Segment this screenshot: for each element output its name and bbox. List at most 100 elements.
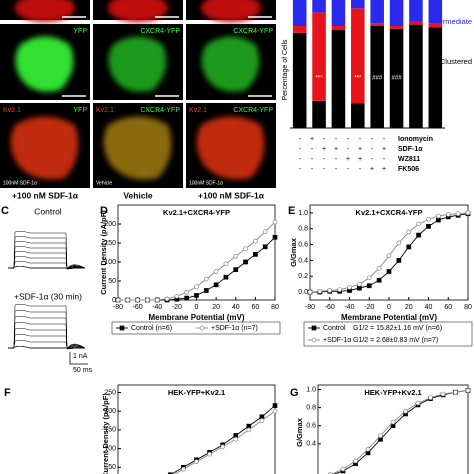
bar-segment <box>370 26 384 128</box>
y-tick-label: 1.0 <box>298 210 308 217</box>
panel-letter: G <box>290 387 299 399</box>
marker <box>416 221 421 227</box>
marker <box>396 258 402 263</box>
current-trace <box>8 327 86 350</box>
current-trace <box>8 333 86 350</box>
condition-sign: - <box>359 166 362 173</box>
marker <box>184 295 190 301</box>
marker <box>353 458 358 464</box>
marker <box>327 288 333 293</box>
x-tick-label: -60 <box>325 304 335 311</box>
bar-segment <box>351 0 365 9</box>
series-line <box>174 410 276 474</box>
marker <box>465 388 471 393</box>
bar-segment <box>312 100 326 128</box>
marker <box>378 433 383 439</box>
y-axis-title: Current Density (pA/pF) <box>101 393 110 474</box>
trace-label: +SDF-1α (30 min) <box>14 291 82 301</box>
condition-sign: + <box>382 146 386 153</box>
condition-sign: - <box>347 166 350 173</box>
marker <box>167 472 173 474</box>
bar-segment <box>312 12 326 101</box>
x-tick-label: -80 <box>113 304 123 311</box>
bar-segment <box>312 0 326 13</box>
marker <box>396 240 402 246</box>
x-tick-label: -80 <box>305 304 315 311</box>
current-trace <box>8 250 86 270</box>
series-line <box>170 405 276 474</box>
annotation: *** <box>354 76 362 82</box>
condition-sign: - <box>383 156 386 163</box>
bar-segment <box>428 0 443 24</box>
bar-segment <box>409 0 423 22</box>
marker <box>220 444 226 450</box>
chart-title: HEK-YFP+Kv2.1 <box>168 388 225 397</box>
channel-label: CXCR4-YFP <box>233 107 273 114</box>
y-tick-label: 0.8 <box>298 226 308 233</box>
y-tick-label: 250 <box>104 389 116 396</box>
marker <box>337 287 342 293</box>
image-stamp: Vehicle <box>96 180 112 186</box>
condition-sign: - <box>335 166 338 173</box>
bar-segment <box>409 24 423 128</box>
marker <box>213 282 219 288</box>
channel-label: YFP <box>73 28 87 35</box>
condition-sign: - <box>347 146 350 153</box>
green-cell <box>201 36 260 92</box>
y-tick-label: 200 <box>104 408 116 415</box>
y-tick-label: 0.4 <box>306 441 316 448</box>
y-tick-label: 100 <box>104 259 116 266</box>
bar-segment <box>292 32 307 128</box>
y-axis-title: G/Gmax <box>289 237 298 267</box>
marker <box>115 297 121 303</box>
current-trace <box>8 309 86 350</box>
condition-sign: - <box>335 136 338 143</box>
condition-sign: - <box>335 156 338 163</box>
bar-segment <box>428 27 443 128</box>
y-tick-label: 200 <box>104 221 116 228</box>
current-trace <box>8 240 86 270</box>
marker <box>390 419 396 425</box>
current-trace <box>8 321 86 350</box>
bar-segment <box>389 28 404 128</box>
condition-sign: - <box>383 136 386 143</box>
marker <box>253 252 258 257</box>
marker <box>145 297 150 303</box>
condition-sign: + <box>322 146 326 153</box>
bar-segment <box>409 21 423 25</box>
marker <box>406 229 412 235</box>
channel-label: CXCR4-YFP <box>140 28 180 35</box>
condition-sign: + <box>310 136 314 143</box>
channel-label: CXCR4-YFP <box>140 107 180 114</box>
x-tick-label: -20 <box>364 304 374 311</box>
image-caption: +100 nM SDF-1α <box>198 190 265 200</box>
legend-label: +SDF-1α (n=7) <box>211 325 258 332</box>
x-tick-label: 60 <box>444 304 452 311</box>
marker <box>365 446 371 452</box>
y-tick-label: 50 <box>108 464 116 471</box>
marker <box>272 234 278 240</box>
y-tick-label: 0.6 <box>298 241 308 248</box>
marker <box>386 269 392 274</box>
marker <box>272 219 278 225</box>
marker <box>194 284 199 290</box>
x-tick-label: 80 <box>464 304 472 311</box>
bar-segment <box>370 0 384 24</box>
marker <box>259 418 265 423</box>
x-tick-label: 60 <box>251 304 259 311</box>
marker <box>194 459 199 465</box>
condition-sign: - <box>359 136 362 143</box>
image-caption: Vehicle <box>123 190 153 200</box>
chart-title: Kv2.1+CXCR4-YFP <box>163 208 230 217</box>
legend-label: Control (n=6) <box>131 325 172 332</box>
marker <box>125 297 131 303</box>
current-trace <box>8 230 86 270</box>
trace-label: Control <box>34 206 62 216</box>
marker <box>366 283 372 289</box>
chart-title: HEK-YFP+Kv2.1 <box>364 388 421 397</box>
condition-name: SDF-1α <box>398 146 423 153</box>
scale-bar <box>69 352 88 365</box>
image-stamp: 100nM SDF-1α <box>189 180 223 186</box>
y-tick-label: 150 <box>104 427 116 434</box>
